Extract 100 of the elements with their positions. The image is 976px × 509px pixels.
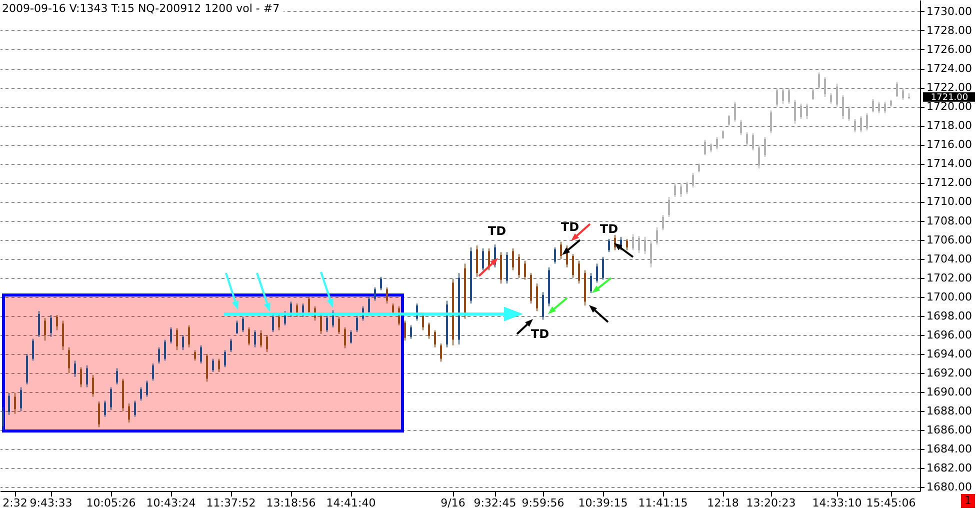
candlestick bbox=[212, 358, 214, 373]
candlestick bbox=[608, 238, 610, 253]
candlestick bbox=[644, 236, 646, 255]
y-tick-label: 1684.00 bbox=[926, 442, 972, 456]
candlestick bbox=[422, 314, 424, 331]
y-tick-label: 1682.00 bbox=[926, 462, 972, 475]
candlestick bbox=[734, 101, 736, 122]
y-tick-label: 1690.00 bbox=[926, 386, 972, 399]
candlestick bbox=[800, 103, 802, 120]
y-tick-label: 1712.00 bbox=[926, 176, 972, 190]
x-tick-label: 9:59:56 bbox=[522, 496, 564, 509]
y-tick-label: 1718.00 bbox=[926, 119, 972, 132]
candlestick bbox=[224, 350, 226, 368]
x-tick-label: 2:32 bbox=[2, 496, 28, 509]
candlestick bbox=[308, 296, 310, 315]
candlestick bbox=[884, 101, 886, 114]
y-tick-label: 1694.00 bbox=[926, 347, 972, 360]
text: 1721.00 bbox=[930, 93, 968, 103]
text: 1 bbox=[964, 494, 972, 507]
candlestick bbox=[674, 183, 676, 198]
candlestick bbox=[434, 330, 436, 348]
candlestick bbox=[56, 314, 58, 331]
candlestick bbox=[824, 76, 826, 98]
candlestick bbox=[854, 118, 856, 133]
annotation: TD bbox=[488, 224, 506, 238]
x-tick-label: 9:43:33 bbox=[30, 496, 72, 509]
candlestick bbox=[758, 145, 760, 169]
x-tick-label: 10:39:15 bbox=[578, 496, 628, 509]
y-tick-label: 1730.00 bbox=[926, 4, 972, 18]
candlestick bbox=[404, 320, 406, 342]
candlestick bbox=[194, 350, 196, 362]
candlestick bbox=[650, 240, 652, 268]
y-tick-label: 1726.00 bbox=[926, 42, 972, 56]
candlestick bbox=[356, 315, 358, 333]
candlestick bbox=[98, 401, 100, 428]
candlestick bbox=[440, 343, 442, 362]
candlestick bbox=[380, 276, 382, 291]
candlestick bbox=[860, 116, 862, 133]
candlestick bbox=[764, 136, 766, 158]
y-tick-label: 1710.00 bbox=[926, 195, 972, 208]
candlestick bbox=[896, 81, 898, 98]
y-tick-label: 1696.00 bbox=[926, 328, 972, 342]
candlestick bbox=[110, 386, 112, 411]
y-tick-label: 1704.00 bbox=[926, 252, 972, 266]
candlestick bbox=[8, 392, 10, 416]
candlestick bbox=[374, 286, 376, 302]
x-tick-label: 10:05:26 bbox=[86, 496, 136, 509]
candlestick bbox=[80, 366, 82, 388]
y-tick-label: 1706.00 bbox=[926, 233, 972, 246]
y-tick-label: 1708.00 bbox=[926, 214, 972, 228]
candlestick bbox=[188, 324, 190, 348]
candlestick bbox=[32, 338, 34, 362]
candlestick bbox=[560, 241, 562, 260]
candlestick bbox=[2, 406, 4, 431]
candlestick bbox=[410, 324, 412, 340]
y-tick-label: 1720.00 bbox=[926, 100, 972, 114]
candlestick bbox=[206, 353, 208, 382]
candlestick bbox=[518, 254, 520, 278]
candlestick bbox=[902, 88, 904, 100]
candlestick bbox=[836, 83, 838, 108]
candlestick bbox=[386, 286, 388, 304]
candlestick bbox=[740, 119, 742, 136]
candlestick bbox=[794, 99, 796, 124]
candlestick bbox=[344, 326, 346, 349]
candlestick bbox=[320, 314, 322, 334]
candlestick bbox=[350, 330, 352, 344]
candlestick bbox=[140, 386, 142, 402]
x-tick-label: 14:33:10 bbox=[812, 496, 862, 509]
candlestick bbox=[716, 136, 718, 150]
candlestick bbox=[842, 94, 844, 120]
candlestick bbox=[638, 235, 640, 254]
candlestick bbox=[866, 112, 868, 131]
candlestick bbox=[818, 72, 820, 89]
candlestick bbox=[728, 114, 730, 126]
candlestick bbox=[38, 310, 40, 338]
x-tick-label: 9:32:45 bbox=[474, 496, 516, 509]
candlestick bbox=[338, 316, 340, 334]
candlestick bbox=[662, 214, 664, 231]
y-tick-label: 1702.00 bbox=[926, 271, 972, 284]
candlestick bbox=[656, 226, 658, 246]
candlestick bbox=[578, 260, 580, 284]
candlestick bbox=[536, 283, 538, 312]
y-tick-label: 1698.00 bbox=[926, 309, 972, 322]
candlestick bbox=[752, 132, 754, 151]
candlestick bbox=[704, 139, 706, 156]
candlestick bbox=[68, 346, 70, 374]
candlestick bbox=[128, 402, 130, 423]
candlestick bbox=[482, 248, 484, 271]
candlestick bbox=[830, 92, 832, 104]
x-tick-label: 10:43:24 bbox=[146, 496, 196, 509]
candlestick bbox=[236, 320, 238, 334]
candlestick bbox=[74, 360, 76, 378]
candlestick bbox=[776, 88, 778, 108]
candlestick bbox=[62, 320, 64, 351]
x-tick-label: 13:18:56 bbox=[266, 496, 316, 509]
y-tick-label: 1728.00 bbox=[926, 24, 972, 37]
candlestick bbox=[44, 317, 46, 342]
candlestick bbox=[242, 316, 244, 333]
candlestick bbox=[782, 88, 784, 104]
candlestick bbox=[806, 103, 808, 120]
